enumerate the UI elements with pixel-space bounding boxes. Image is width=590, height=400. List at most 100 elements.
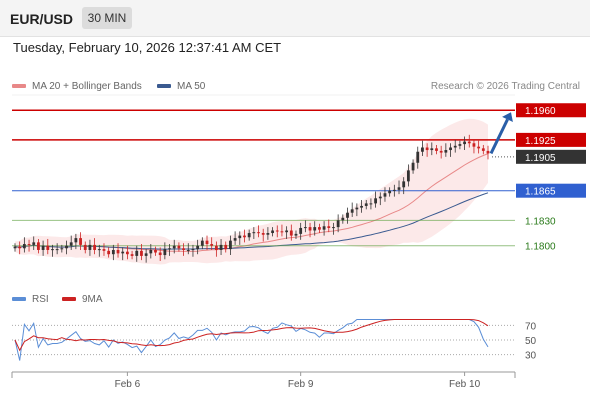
level-label-box-2: [516, 149, 586, 164]
candle-body: [18, 246, 22, 249]
legend-ma50-label: MA 50: [177, 81, 206, 92]
forecast-arrow-icon: [489, 118, 509, 155]
candle-body: [350, 209, 354, 213]
candle-body: [346, 212, 349, 218]
candle-body: [360, 205, 363, 208]
legend-ma20: MA 20 + Bollinger Bands: [12, 81, 142, 92]
candle-body: [37, 242, 40, 250]
candle-body: [65, 245, 68, 249]
candle-body: [172, 245, 176, 249]
candle-body: [238, 235, 242, 239]
candle-body: [74, 238, 78, 243]
candle-body: [182, 248, 185, 250]
candle-body: [383, 193, 387, 197]
symbol-label: EUR/USD: [10, 11, 74, 27]
candle-body: [369, 203, 373, 205]
candle-body: [27, 244, 31, 246]
candle-body: [458, 144, 462, 146]
candle-body: [163, 249, 167, 256]
candle-body: [219, 244, 223, 250]
timestamp: Tuesday, February 10, 2026 12:37:41 AM C…: [13, 40, 282, 55]
candle-body: [41, 245, 45, 250]
ma20-swatch-icon: [12, 84, 26, 89]
candle-body: [374, 198, 378, 204]
timeframe-button[interactable]: 30 MIN: [82, 7, 132, 29]
candle-body: [135, 250, 139, 256]
candle-body: [121, 251, 125, 254]
candle-body: [229, 240, 232, 250]
candle-body: [453, 145, 457, 148]
candle-body: [416, 151, 420, 163]
candle-body: [22, 244, 26, 249]
level-label-3: 1.1865: [525, 187, 556, 198]
candle-body: [79, 238, 82, 245]
level-label-4: 1.1830: [525, 216, 556, 227]
candle-body: [149, 249, 153, 254]
rsi-ma-line: [14, 319, 489, 352]
candle-body: [341, 217, 345, 221]
candle-body: [168, 248, 171, 250]
candle-body: [402, 181, 406, 188]
candle-body: [308, 227, 312, 231]
candle-body: [406, 170, 410, 182]
rsi-tick-0: 70: [525, 321, 537, 332]
level-label-0: 1.1960: [525, 106, 556, 117]
x-tick-label-0: Feb 6: [115, 379, 141, 390]
candle-body: [397, 187, 401, 190]
candle-body: [55, 249, 59, 251]
candle-body: [477, 146, 481, 149]
legend-rsi-label: RSI: [32, 294, 49, 305]
forecast-arrowhead-icon: [502, 112, 513, 123]
candle-body: [421, 147, 424, 152]
candle-body: [140, 250, 143, 256]
legend-rsi-ma-label: 9MA: [82, 294, 103, 305]
candle-body: [411, 162, 415, 171]
candle-body: [46, 245, 50, 250]
candle-body: [191, 249, 195, 251]
bollinger-band-area: [15, 118, 488, 265]
candle-body: [130, 254, 134, 256]
candle-body: [107, 250, 111, 255]
candle-body: [388, 190, 392, 194]
candle-body: [60, 248, 64, 250]
level-label-1: 1.1925: [525, 136, 556, 147]
candle-body: [472, 143, 476, 147]
candle-body: [303, 227, 307, 229]
x-tick-label-2: Feb 10: [449, 379, 481, 390]
candle-body: [116, 249, 120, 254]
candle-body: [332, 227, 335, 229]
candle-body: [224, 244, 228, 250]
ma50-swatch-icon: [157, 84, 171, 89]
candle-body: [439, 150, 443, 153]
legend-ma50: MA 50: [157, 81, 205, 92]
level-label-box-3: [516, 183, 586, 198]
candle-body: [378, 196, 382, 199]
candle-body: [435, 148, 438, 151]
rsi-ma-swatch-icon: [62, 297, 76, 302]
level-label-box-1: [516, 132, 586, 147]
candle-body: [463, 141, 466, 145]
candle-body: [261, 233, 265, 235]
candle-body: [392, 189, 396, 191]
candle-body: [177, 245, 181, 249]
candle-body: [285, 230, 289, 233]
candle-body: [481, 148, 485, 151]
candle-body: [205, 240, 209, 245]
candle-body: [364, 203, 368, 206]
candle-body: [280, 231, 284, 233]
candle-body: [467, 141, 471, 144]
x-tick-label-1: Feb 9: [288, 379, 314, 390]
candle-body: [93, 244, 97, 250]
credit-text: Research © 2026 Trading Central: [430, 81, 580, 92]
candle-body: [154, 249, 157, 253]
legend-rsi-ma: 9MA: [62, 294, 103, 305]
candle-body: [51, 249, 54, 251]
candle-body: [210, 244, 214, 246]
header-bar: EUR/USD 30 MIN: [0, 0, 590, 37]
candle-body: [243, 235, 246, 238]
candle-body: [144, 253, 148, 256]
candle-body: [158, 252, 162, 256]
candle-body: [97, 249, 101, 251]
candle-body: [318, 227, 321, 230]
